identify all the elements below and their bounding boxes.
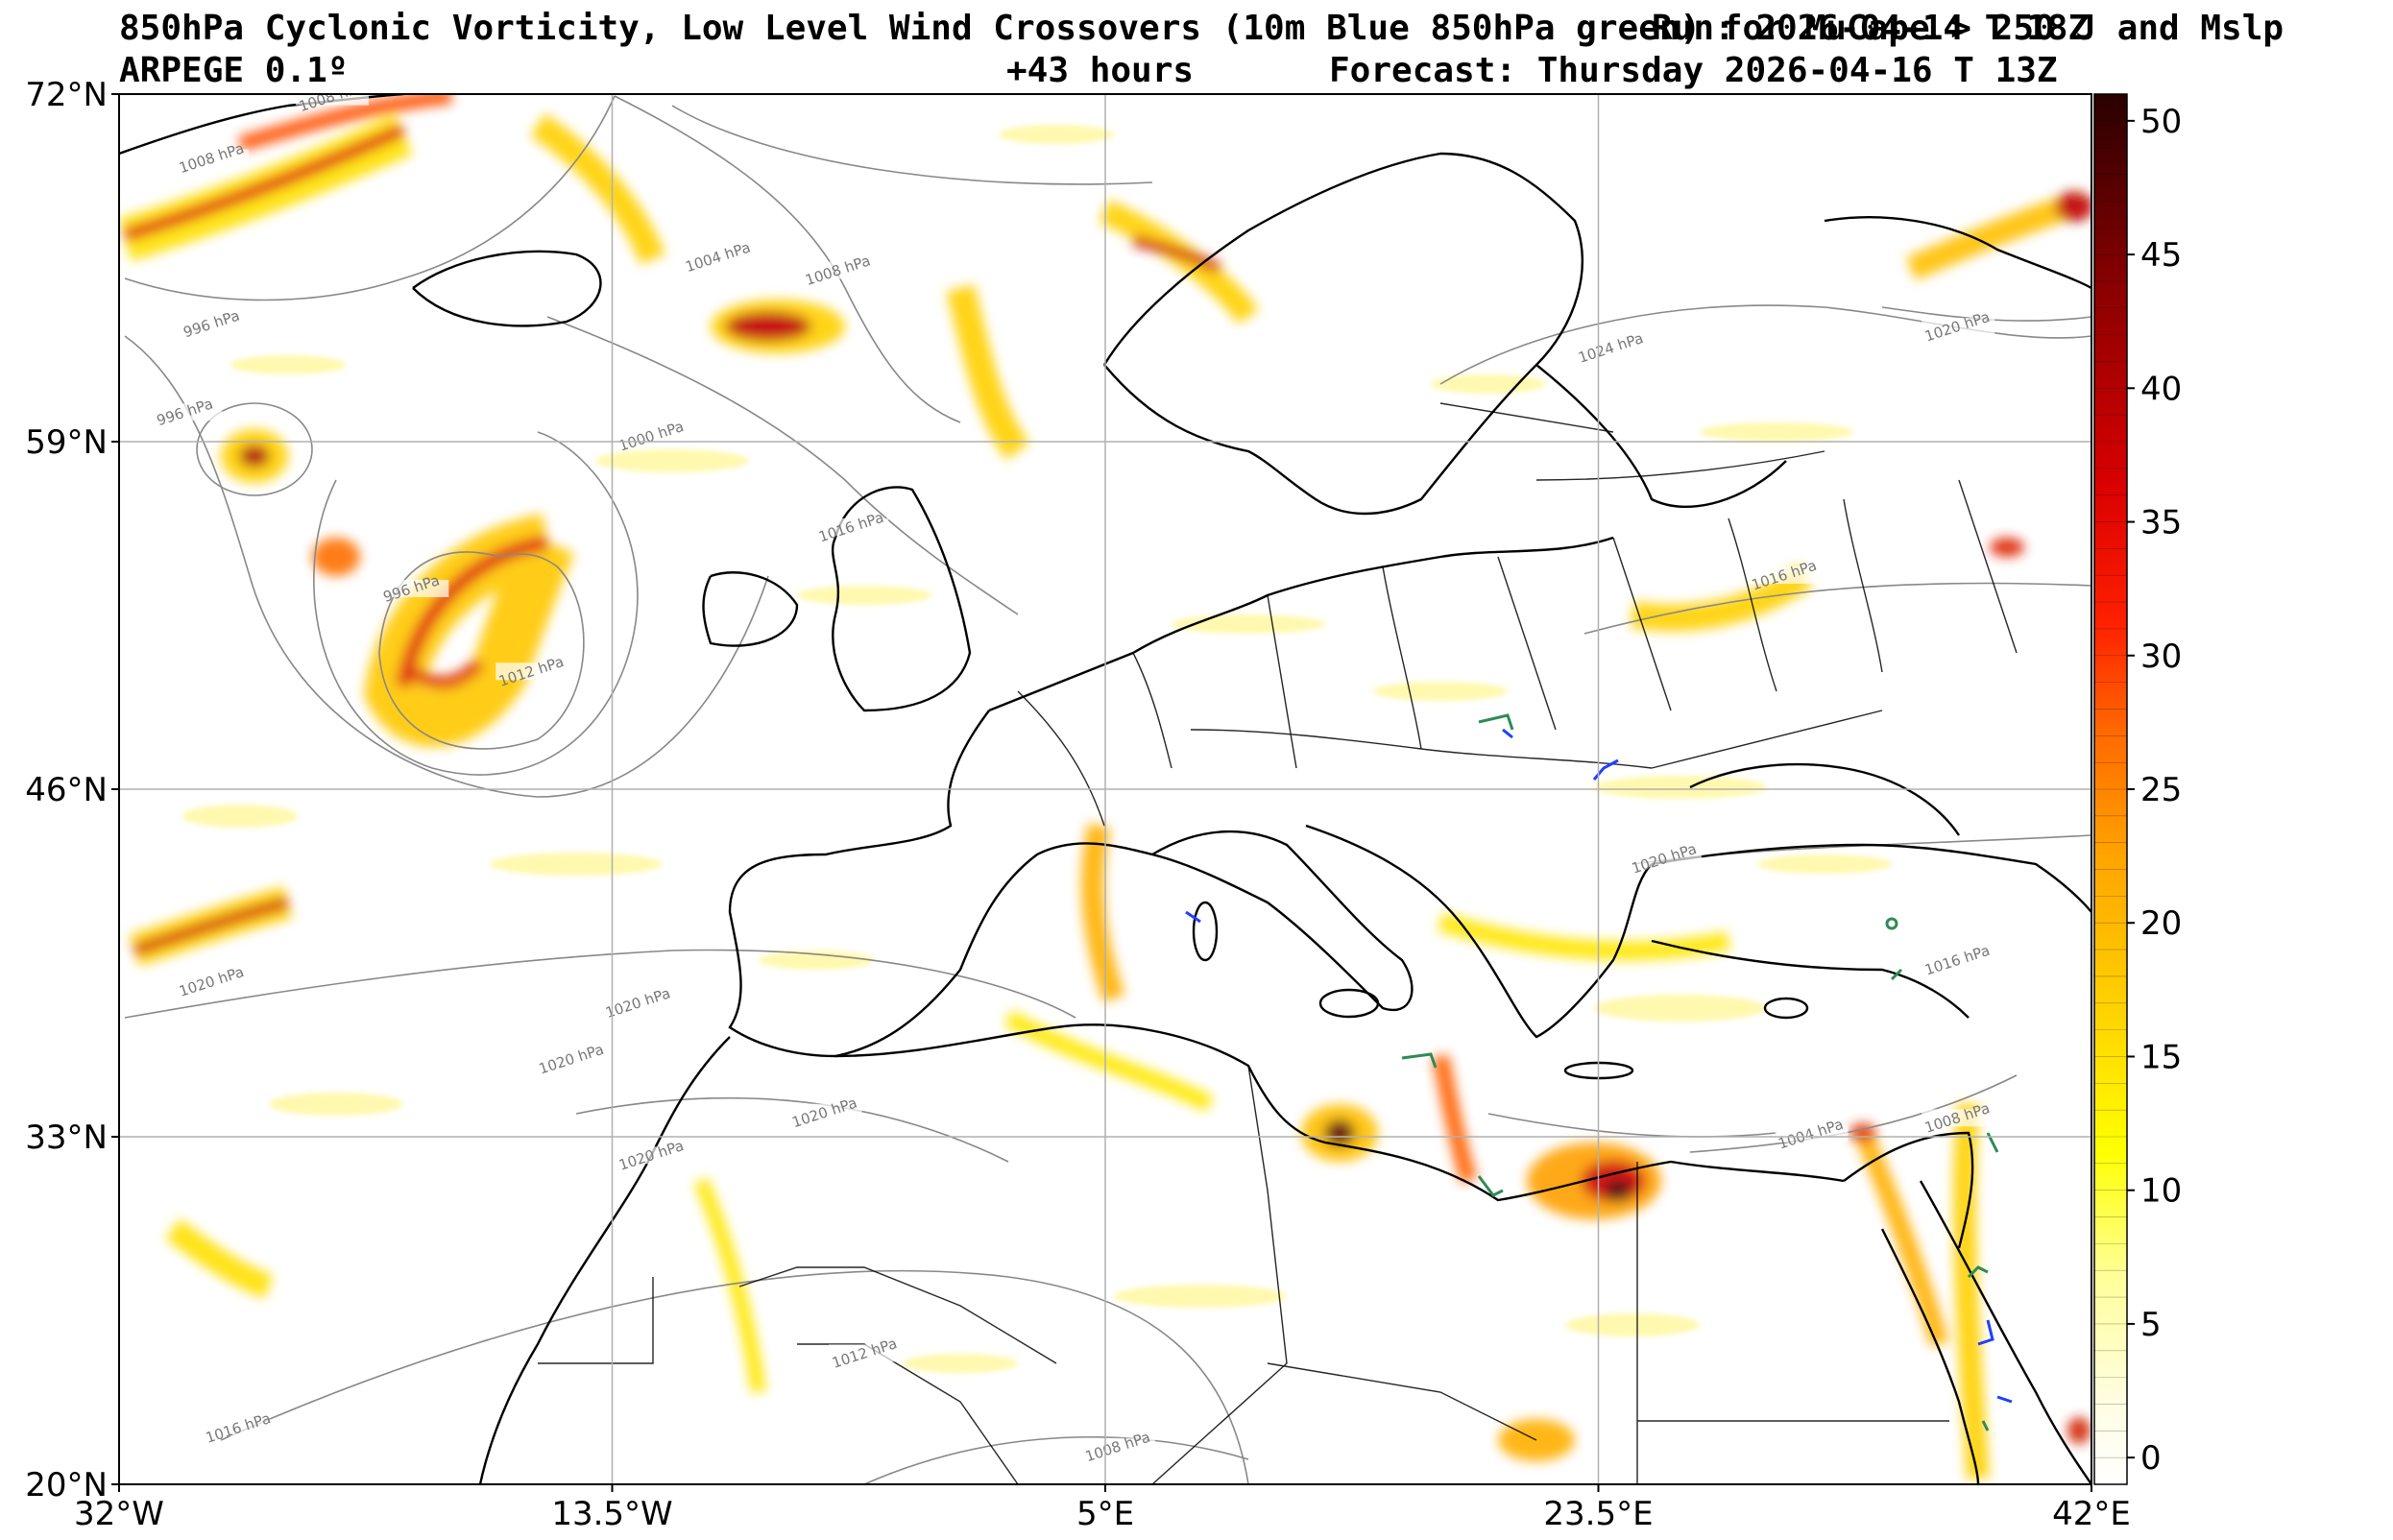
colorbar-tick-label: 40 [2140, 370, 2182, 408]
lat-label: 46°N [25, 771, 108, 809]
lon-label: 32°W [74, 1495, 164, 1533]
lat-label: 72°N [25, 76, 108, 114]
lon-label: 13.5°W [551, 1495, 672, 1533]
lon-label: 5°E [1076, 1495, 1134, 1533]
colorbar-tick-label: 45 [2140, 236, 2182, 275]
lat-label: 20°N [25, 1466, 108, 1504]
colorbar-tick-label: 30 [2140, 638, 2182, 676]
vorticity-texture [182, 125, 1892, 1373]
lon-label: 23.5°E [1543, 1495, 1653, 1533]
country-borders [538, 402, 2018, 1484]
colorbar-tick-label: 15 [2140, 1038, 2182, 1076]
wind-crossovers [1185, 713, 2013, 1432]
colorbar-tick-label: 20 [2140, 904, 2182, 943]
colorbar-tick-label: 35 [2140, 504, 2182, 542]
run-time-label: Run: 2026-04-14 T 18Z [1652, 9, 2090, 48]
axis-labels: 72°N 59°N 46°N 33°N 20°N32°W 13.5°W 5°E 23.5°E 4… [25, 76, 2131, 1533]
colorbar-tick-label: 10 [2140, 1172, 2182, 1211]
chart-title: 850hPa Cyclonic Vorticity, Low Level Win… [119, 9, 2284, 48]
model-label: ARPEGE 0.1º [119, 51, 349, 90]
colorbar-tick-label: 25 [2140, 771, 2182, 809]
forecast-time-label: Forecast: Thursday 2026-04-16 T 13Z [1329, 51, 2058, 90]
lat-label: 33°N [25, 1119, 108, 1157]
lon-label: 42°E [2052, 1495, 2131, 1533]
colorbar-tick-label: 5 [2140, 1306, 2162, 1344]
lead-time-label: +43 hours [1006, 51, 1195, 90]
lat-label: 59°N [25, 423, 108, 462]
coastlines [119, 94, 2091, 1484]
vorticity-field [119, 94, 2091, 1480]
colorbar-gradient [2093, 93, 2128, 1485]
colorbar-tick-label: 0 [2140, 1439, 2162, 1478]
colorbar-tick-label: 50 [2140, 103, 2182, 141]
map-frame [118, 93, 2092, 1485]
